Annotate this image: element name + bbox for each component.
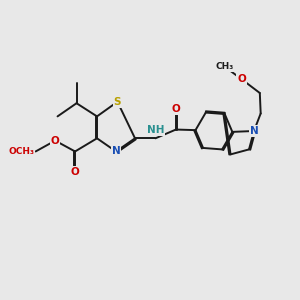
Text: O: O bbox=[71, 167, 80, 177]
Text: CH₃: CH₃ bbox=[216, 62, 234, 71]
Text: NH: NH bbox=[147, 125, 164, 135]
Text: N: N bbox=[250, 126, 258, 136]
Text: N: N bbox=[112, 146, 120, 157]
Text: O: O bbox=[237, 74, 246, 84]
Text: S: S bbox=[114, 97, 121, 107]
Text: O: O bbox=[51, 136, 60, 146]
Text: OCH₃: OCH₃ bbox=[8, 147, 34, 156]
Text: O: O bbox=[172, 104, 180, 114]
